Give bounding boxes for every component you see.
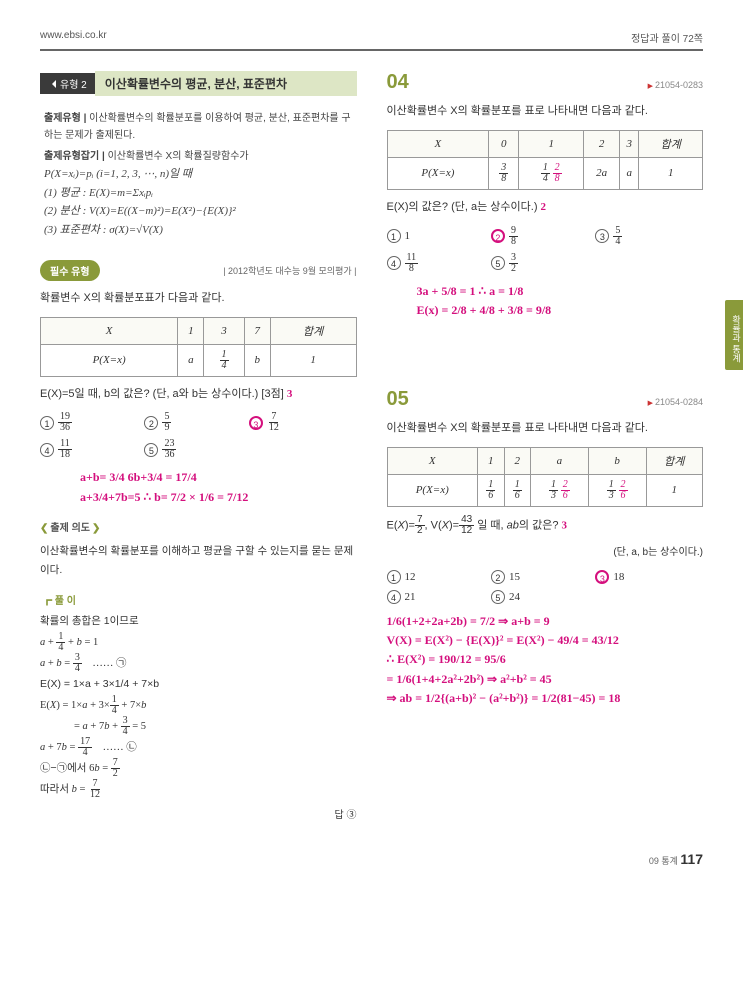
intro1-label: 출제유형 |	[44, 113, 86, 124]
q05-question: E(X)=72, V(X)=4312 일 때, ab의 값은? 3	[387, 515, 704, 536]
header-url: www.ebsi.co.kr	[40, 30, 107, 45]
q04-number: 04	[387, 71, 409, 94]
required-question: E(X)=5일 때, b의 값은? (단, a와 b는 상수이다.) [3점] …	[40, 385, 357, 405]
intent-label: 출제 의도	[40, 519, 357, 534]
type-title: 이산확률변수의 평균, 분산, 표준편차	[95, 71, 357, 96]
th: X	[41, 317, 178, 344]
q05-handwork: 1/6(1+2+2a+2b) = 7/2 ⇒ a+b = 9 V(X) = E(…	[387, 612, 704, 708]
q04-stem: 이산확률변수 X의 확률분포를 표로 나타내면 다음과 같다.	[387, 102, 704, 122]
intro2-text: 이산확률변수 X의 확률질량함수가	[108, 151, 249, 162]
required-stem: 확률변수 X의 확률분포표가 다음과 같다.	[40, 289, 357, 309]
top-rule	[40, 49, 703, 51]
q05-choices: 1 12 2 15 3 18 4 21 5 24	[387, 570, 704, 604]
q05-tail: (단, a, b는 상수이다.)	[387, 544, 704, 562]
q05-table: X12ab합계 P(X=x) 16 16 13 26 13 26 1	[387, 447, 704, 507]
q04-handwork: 3a + 5/8 = 1 ∴ a = 1/8 E(x) = 2/8 + 4/8 …	[417, 282, 704, 320]
required-choices: 11936 259 3712 41118 52336	[40, 412, 357, 460]
required-badge: 필수 유형	[40, 260, 100, 281]
td: 1	[270, 344, 356, 376]
td: b	[244, 344, 270, 376]
hand-score: 3	[287, 388, 293, 400]
td: 14	[204, 344, 244, 376]
type-badge: 유형 2	[40, 73, 95, 94]
q04-code: 21054-0283	[648, 80, 703, 90]
solution-body: 확률의 총합은 1이므로 a + 14 + b = 1 a + b = 34 ……	[40, 611, 357, 801]
intent-text: 이산확률변수의 확률분포를 이해하고 평균을 구할 수 있는지를 묻는 문제이다…	[40, 542, 357, 580]
td: a	[178, 344, 204, 376]
side-tab: 확률과 통계	[725, 300, 743, 370]
q05-stem: 이산확률변수 X의 확률분포를 표로 나타내면 다음과 같다.	[387, 419, 704, 439]
footer: 09 통계 117	[40, 851, 703, 867]
sd-line: (3) 표준편차 : σ(X)=√V(X)	[44, 221, 353, 240]
pmf-line: P(X=xᵢ)=pᵢ (i=1, 2, 3, ⋯, n)일 때	[44, 165, 353, 184]
intro1-text: 이산확률변수의 확률분포를 이용하여 평균, 분산, 표준편차를 구하는 문제가…	[44, 113, 351, 141]
intro2-label: 출제유형잡기 |	[44, 151, 105, 162]
var-line: (2) 분산 : V(X)=E((X−m)²)=E(X²)−{E(X)}²	[44, 202, 353, 221]
type-header: 유형 2 이산확률변수의 평균, 분산, 표준편차	[40, 71, 357, 96]
answer-box: 답 ③	[40, 806, 357, 821]
required-handwork: a+b= 3/4 6b+3/4 = 17/4 a+3/4+7b=5 ∴ b= 7…	[80, 468, 357, 506]
row-label: P(X=x)	[41, 344, 178, 376]
required-table: X 1 3 7 합계 P(X=x) a 14 b 1	[40, 317, 357, 377]
required-meta: | 2012학년도 대수능 9월 모의평가 |	[223, 264, 356, 277]
q04-choices: 1 1 298 354 4118 532	[387, 226, 704, 274]
q04-question: E(X)의 값은? (단, a는 상수이다.) 2	[387, 198, 704, 218]
th: 1	[178, 317, 204, 344]
th: 7	[244, 317, 270, 344]
type-intro: 출제유형 | 이산확률변수의 확률분포를 이용하여 평균, 분산, 표준편차를 …	[40, 104, 357, 246]
header-answer-ref: 정답과 풀이 72쪽	[631, 30, 703, 45]
q05-code: 21054-0284	[648, 397, 703, 407]
q05-number: 05	[387, 388, 409, 411]
solution-label: ┏ 풀 이	[40, 592, 357, 607]
mean-line: (1) 평균 : E(X)=m=Σxᵢpᵢ	[44, 184, 353, 203]
th: 3	[204, 317, 244, 344]
th: 합계	[270, 317, 356, 344]
q04-table: X0123합계 P(X=x) 38 14 28 2a a 1	[387, 130, 704, 190]
